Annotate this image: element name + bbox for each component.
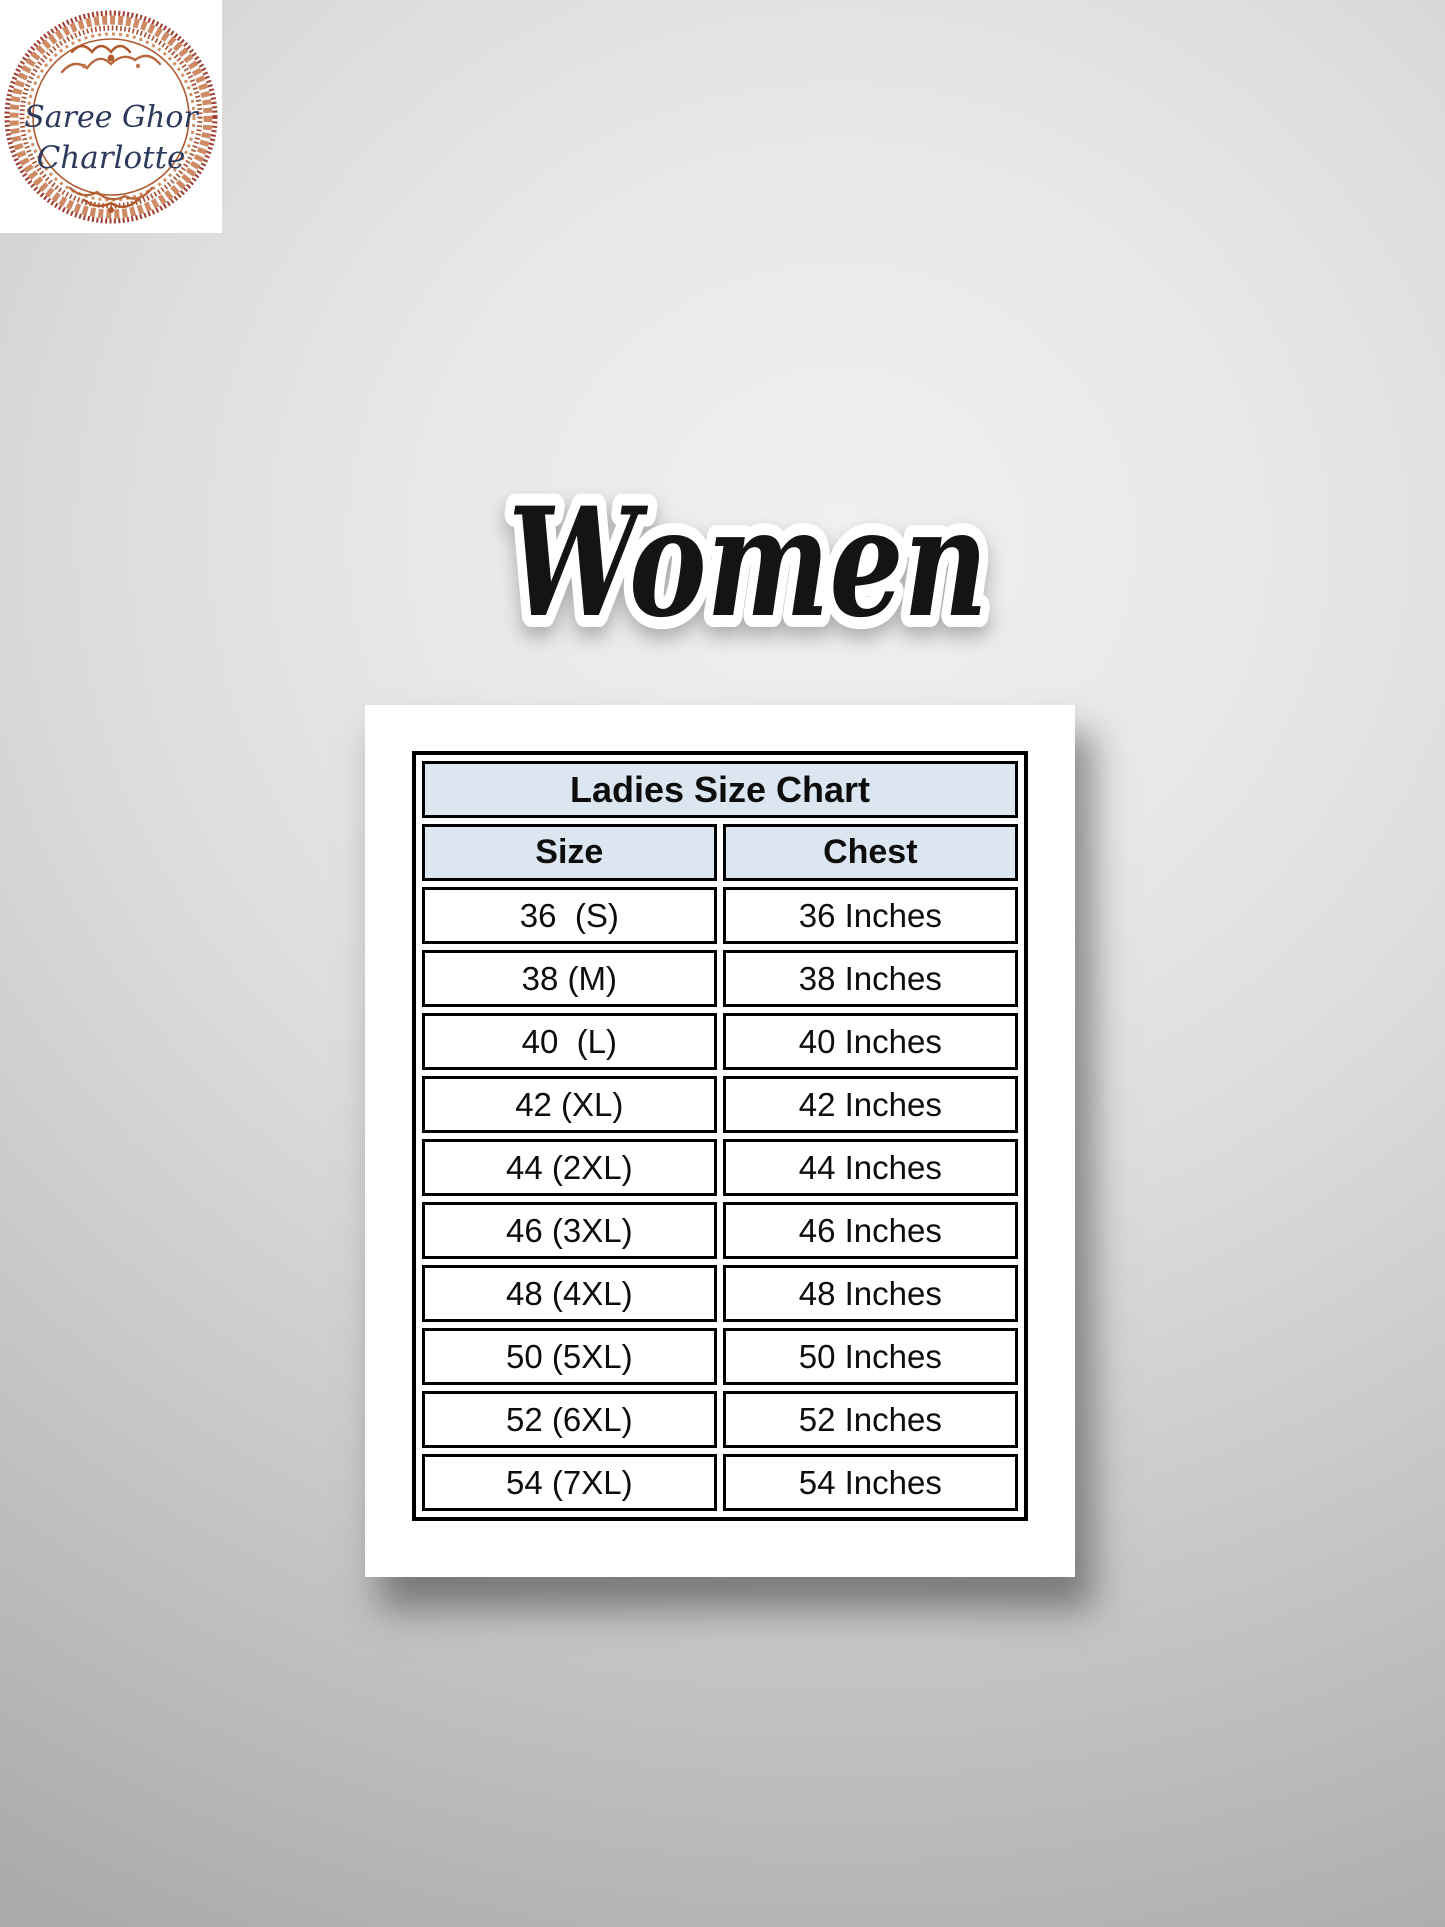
table-row: 54 (7XL) 54 Inches bbox=[422, 1454, 1018, 1511]
size-cell: 38 (M) bbox=[422, 950, 717, 1007]
brand-name-line1: Saree Ghor bbox=[24, 100, 199, 135]
table-row: 44 (2XL) 44 Inches bbox=[422, 1139, 1018, 1196]
table-row: 50 (5XL) 50 Inches bbox=[422, 1328, 1018, 1385]
hero-sticker: Women bbox=[496, 463, 1000, 663]
chest-cell: 54 Inches bbox=[722, 1454, 1018, 1511]
chest-cell: 48 Inches bbox=[722, 1265, 1018, 1322]
chest-cell: 46 Inches bbox=[722, 1202, 1018, 1259]
chest-cell: 44 Inches bbox=[722, 1139, 1018, 1196]
size-cell: 36 (S) bbox=[422, 887, 717, 944]
table-row: 40 (L) 40 Inches bbox=[422, 1013, 1018, 1070]
table-row: 38 (M) 38 Inches bbox=[422, 950, 1018, 1007]
chest-cell: 52 Inches bbox=[722, 1391, 1018, 1448]
chest-cell: 42 Inches bbox=[722, 1076, 1018, 1133]
logo-bottom-flourish-icon bbox=[68, 186, 154, 213]
chest-cell: 38 Inches bbox=[722, 950, 1018, 1007]
table-header-row: Size Chest bbox=[422, 824, 1018, 881]
table-row: 42 (XL) 42 Inches bbox=[422, 1076, 1018, 1133]
size-cell: 48 (4XL) bbox=[422, 1265, 717, 1322]
size-cell: 54 (7XL) bbox=[422, 1454, 717, 1511]
brand-logo-ring-icon: Saree Ghor Charlotte bbox=[4, 10, 218, 224]
column-header-size: Size bbox=[422, 824, 717, 881]
size-cell: 44 (2XL) bbox=[422, 1139, 717, 1196]
hero-title: Women bbox=[508, 475, 988, 651]
brand-name-line2: Charlotte bbox=[37, 140, 186, 176]
table-title: Ladies Size Chart bbox=[422, 761, 1018, 818]
chest-cell: 36 Inches bbox=[722, 887, 1018, 944]
size-chart-card: Ladies Size Chart Size Chest 36 (S) 36 I… bbox=[365, 705, 1075, 1577]
size-chart-table: Ladies Size Chart Size Chest 36 (S) 36 I… bbox=[412, 751, 1028, 1521]
chest-cell: 40 Inches bbox=[722, 1013, 1018, 1070]
brand-logo-box: Saree Ghor Charlotte bbox=[0, 0, 222, 233]
table-row: 46 (3XL) 46 Inches bbox=[422, 1202, 1018, 1259]
size-cell: 40 (L) bbox=[422, 1013, 717, 1070]
table-row: 52 (6XL) 52 Inches bbox=[422, 1391, 1018, 1448]
table-row: 48 (4XL) 48 Inches bbox=[422, 1265, 1018, 1322]
column-header-chest: Chest bbox=[722, 824, 1018, 881]
table-title-row: Ladies Size Chart bbox=[422, 761, 1018, 818]
size-cell: 42 (XL) bbox=[422, 1076, 717, 1133]
size-cell: 50 (5XL) bbox=[422, 1328, 717, 1385]
table-row: 36 (S) 36 Inches bbox=[422, 887, 1018, 944]
size-cell: 46 (3XL) bbox=[422, 1202, 717, 1259]
chest-cell: 50 Inches bbox=[722, 1328, 1018, 1385]
logo-top-flourish-icon bbox=[60, 44, 162, 74]
size-cell: 52 (6XL) bbox=[422, 1391, 717, 1448]
